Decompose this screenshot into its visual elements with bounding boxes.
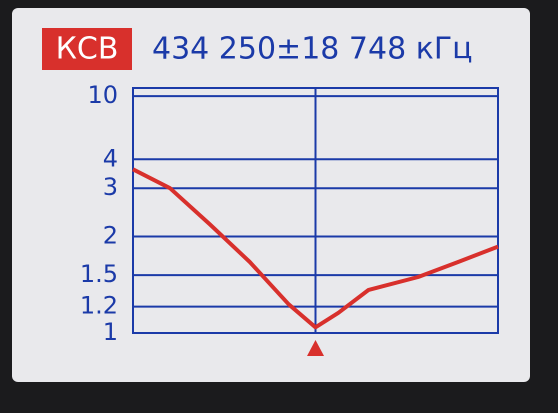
y-tick-label: 10: [87, 81, 118, 109]
screen: КСВ 434 250±18 748 кГц 11.2 1.5 2 34 10: [0, 0, 558, 413]
y-tick-label: 1.5: [80, 260, 118, 288]
y-tick-label: 3: [103, 173, 118, 201]
y-tick-label: 4: [103, 144, 118, 172]
y-tick-label: 1.2: [80, 292, 118, 320]
page: {"chart_data": {"type": "line", "badge":…: [0, 0, 558, 413]
y-tick-label: 2: [103, 221, 118, 249]
badge: КСВ: [56, 32, 119, 67]
y-tick-label: 1: [103, 318, 118, 346]
chart-title: 434 250±18 748 кГц: [152, 32, 473, 67]
